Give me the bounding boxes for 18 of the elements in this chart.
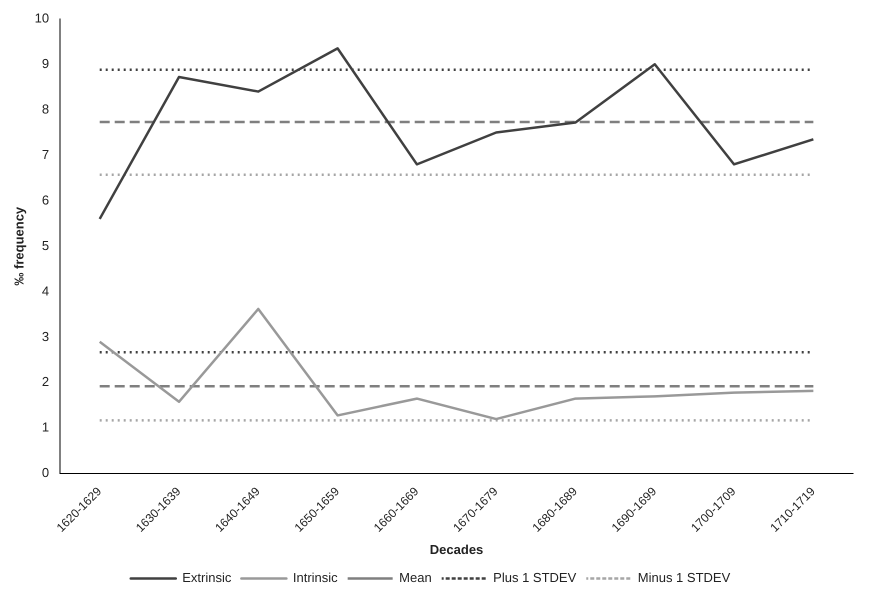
legend-label: Intrinsic [292,570,338,586]
y-tick-label: 3 [42,328,50,344]
legend-label: Minus 1 STDEV [638,570,731,586]
y-tick-label: 8 [42,101,50,116]
y-tick-label: 0 [42,465,50,480]
y-tick-label: 10 [34,10,50,26]
y-tick-label: 1 [42,420,50,435]
x-axis-title: Decades [430,542,484,557]
y-tick-label: 7 [42,146,50,162]
y-tick-label: 5 [42,238,50,253]
legend-label: Plus 1 STDEV [493,570,577,586]
y-tick-label: 6 [42,192,50,208]
y-axis-title: ‰ frequency [11,206,26,286]
legend-label: Mean [399,570,432,586]
y-tick-label: 9 [42,56,50,71]
legend-label: Extrinsic [182,570,232,586]
y-tick-label: 2 [42,374,50,390]
y-tick-label: 4 [42,283,50,298]
